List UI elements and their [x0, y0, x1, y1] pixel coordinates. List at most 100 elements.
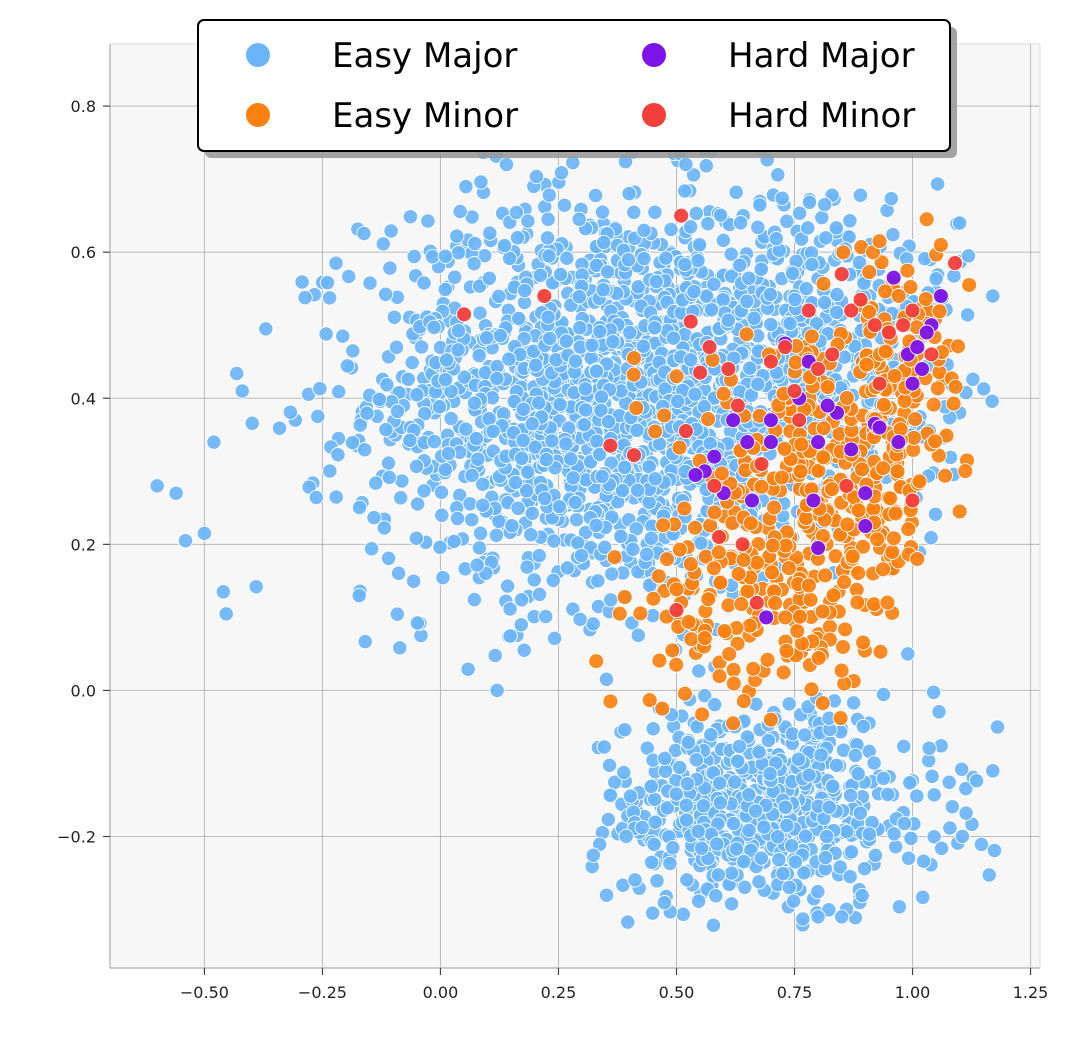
data-point — [670, 393, 686, 409]
data-point — [828, 757, 845, 774]
data-point — [603, 592, 619, 608]
data-point — [866, 317, 883, 334]
data-point — [688, 752, 705, 768]
data-point — [541, 248, 557, 264]
data-point — [588, 653, 605, 670]
data-point — [426, 433, 443, 450]
data-point — [871, 233, 888, 250]
data-point — [923, 530, 939, 546]
data-point — [882, 490, 899, 507]
data-point — [692, 364, 709, 381]
data-point — [565, 601, 581, 617]
data-point — [732, 215, 749, 231]
data-point — [785, 265, 801, 281]
data-point — [643, 778, 659, 795]
data-point — [672, 759, 688, 776]
data-point — [875, 686, 892, 703]
data-point — [721, 646, 738, 662]
data-point — [508, 204, 525, 221]
data-point — [339, 358, 356, 374]
data-point — [923, 346, 940, 363]
data-point — [695, 798, 712, 814]
data-point — [735, 552, 752, 569]
data-point — [405, 573, 422, 589]
data-point — [362, 275, 378, 291]
data-point — [958, 780, 974, 797]
data-point — [710, 544, 727, 561]
data-point — [723, 896, 740, 912]
data-point — [854, 887, 870, 904]
data-point — [693, 840, 710, 856]
data-point — [466, 591, 483, 608]
data-point — [572, 611, 588, 628]
legend-marker — [642, 43, 666, 67]
data-point — [651, 652, 668, 669]
data-point — [756, 819, 772, 835]
data-point — [379, 377, 395, 393]
data-point — [768, 231, 784, 247]
data-point — [319, 274, 336, 291]
data-point — [843, 844, 860, 860]
data-point — [258, 321, 274, 337]
data-point — [720, 361, 737, 377]
data-point — [602, 693, 619, 710]
data-point — [706, 276, 722, 292]
data-point — [682, 313, 699, 330]
data-point — [344, 434, 361, 451]
data-point — [758, 609, 775, 626]
data-point — [889, 463, 906, 480]
data-point — [899, 262, 916, 279]
data-point — [872, 643, 889, 660]
data-point — [629, 482, 646, 498]
data-point — [706, 477, 723, 494]
data-point — [551, 498, 568, 515]
data-point — [196, 525, 213, 542]
data-point — [556, 197, 573, 213]
data-point — [431, 399, 448, 415]
data-point — [485, 423, 501, 440]
data-point — [833, 266, 850, 283]
data-point — [675, 906, 691, 922]
data-point — [751, 874, 767, 890]
data-point — [917, 291, 934, 307]
data-point — [895, 317, 912, 334]
data-point — [509, 230, 526, 246]
data-point — [810, 650, 827, 666]
data-point — [466, 256, 482, 272]
data-point — [683, 352, 699, 368]
data-point — [909, 551, 926, 567]
data-point — [789, 623, 806, 639]
data-point — [745, 660, 762, 677]
data-point — [567, 494, 583, 511]
data-point — [648, 273, 664, 290]
data-point — [492, 327, 508, 344]
data-point — [433, 484, 450, 501]
data-point — [792, 463, 809, 480]
data-point — [780, 560, 797, 577]
data-point — [890, 288, 907, 304]
data-point — [687, 386, 703, 402]
data-point — [713, 465, 730, 482]
data-point — [712, 574, 729, 591]
data-point — [328, 255, 344, 271]
data-point — [902, 775, 918, 791]
data-point — [546, 533, 562, 549]
data-point — [880, 324, 897, 341]
data-point — [577, 524, 594, 541]
data-point — [680, 613, 697, 630]
data-point — [819, 379, 836, 396]
data-point — [896, 392, 913, 409]
data-point — [634, 819, 650, 836]
data-point — [712, 207, 729, 223]
data-point — [731, 738, 748, 755]
data-point — [450, 323, 467, 339]
data-point — [883, 190, 899, 207]
data-point — [737, 879, 753, 895]
data-point — [710, 867, 727, 883]
data-point — [636, 250, 652, 267]
data-point — [229, 365, 245, 382]
data-point — [804, 256, 820, 273]
data-point — [941, 774, 957, 790]
data-point — [404, 354, 420, 371]
data-point — [741, 270, 757, 286]
